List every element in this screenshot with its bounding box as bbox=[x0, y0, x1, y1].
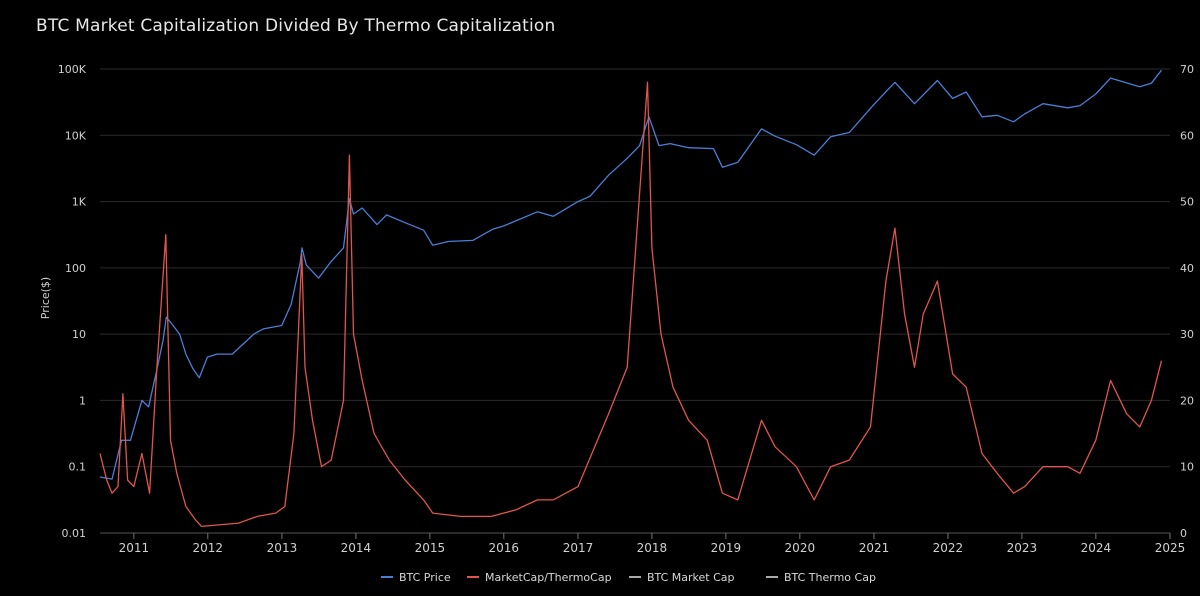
x-tick-label: 2025 bbox=[1155, 541, 1186, 555]
y-tick-label: 10K bbox=[65, 129, 87, 142]
y-tick-label: 0.01 bbox=[62, 527, 87, 540]
y-tick-label: 0.1 bbox=[69, 461, 87, 474]
y-axis-label: Price($) bbox=[39, 277, 52, 319]
series-line-marketcap-thermocap bbox=[99, 81, 1163, 528]
x-tick-label: 2020 bbox=[785, 541, 816, 555]
x-tick-label: 2022 bbox=[933, 541, 964, 555]
x-tick-label: 2013 bbox=[267, 541, 298, 555]
x-axis-ticks: 2011 2012 2013 2014 2015 2016 2017 2018 2019 2020… bbox=[100, 532, 1186, 555]
y2-tick-label: 60 bbox=[1180, 129, 1194, 142]
legend-label: BTC Price bbox=[399, 571, 451, 584]
y2-tick-label: 20 bbox=[1180, 394, 1194, 407]
x-tick-label: 2023 bbox=[1007, 541, 1038, 555]
legend-item-marketcap-thermocap[interactable]: MarketCap/ThermoCap bbox=[467, 571, 612, 584]
y-axis-left-ticks: 0.01 0.1 1 10 100 1K 10K 100K bbox=[58, 63, 87, 540]
y2-tick-label: 30 bbox=[1180, 328, 1194, 341]
y-tick-label: 10 bbox=[72, 328, 86, 341]
legend-label: BTC Market Cap bbox=[647, 571, 735, 584]
x-tick-label: 2016 bbox=[489, 541, 520, 555]
series-line-btc-price bbox=[99, 69, 1163, 480]
legend-item-btc-thermo-cap[interactable]: BTC Thermo Cap bbox=[766, 571, 876, 584]
chart-title: BTC Market Capitalization Divided By The… bbox=[36, 16, 556, 36]
y2-tick-label: 0 bbox=[1180, 527, 1187, 540]
y-tick-label: 1K bbox=[72, 196, 87, 209]
gridlines bbox=[100, 68, 1170, 534]
x-tick-label: 2021 bbox=[859, 541, 890, 555]
legend-item-btc-price[interactable]: BTC Price bbox=[381, 571, 451, 584]
x-tick-label: 2011 bbox=[119, 541, 150, 555]
y2-tick-label: 40 bbox=[1180, 262, 1194, 275]
x-tick-label: 2015 bbox=[415, 541, 446, 555]
x-tick-label: 2019 bbox=[711, 541, 742, 555]
x-tick-label: 2017 bbox=[563, 541, 594, 555]
y2-tick-label: 70 bbox=[1180, 63, 1194, 76]
y-tick-label: 100K bbox=[58, 63, 87, 76]
legend: BTC Price MarketCap/ThermoCap BTC Market C… bbox=[381, 571, 876, 584]
x-tick-label: 2014 bbox=[341, 541, 372, 555]
x-tick-label: 2024 bbox=[1081, 541, 1112, 555]
x-tick-label: 2012 bbox=[193, 541, 224, 555]
legend-item-btc-market-cap[interactable]: BTC Market Cap bbox=[629, 571, 735, 584]
y-axis-right-ticks: 0 10 20 30 40 50 60 70 bbox=[1180, 63, 1194, 540]
x-tick-label: 2018 bbox=[637, 541, 668, 555]
y-tick-label: 1 bbox=[79, 394, 86, 407]
y2-tick-label: 10 bbox=[1180, 461, 1194, 474]
y2-tick-label: 50 bbox=[1180, 196, 1194, 209]
series-lines bbox=[99, 69, 1163, 528]
legend-label: BTC Thermo Cap bbox=[784, 571, 876, 584]
y-tick-label: 100 bbox=[65, 262, 86, 275]
legend-label: MarketCap/ThermoCap bbox=[485, 571, 612, 584]
